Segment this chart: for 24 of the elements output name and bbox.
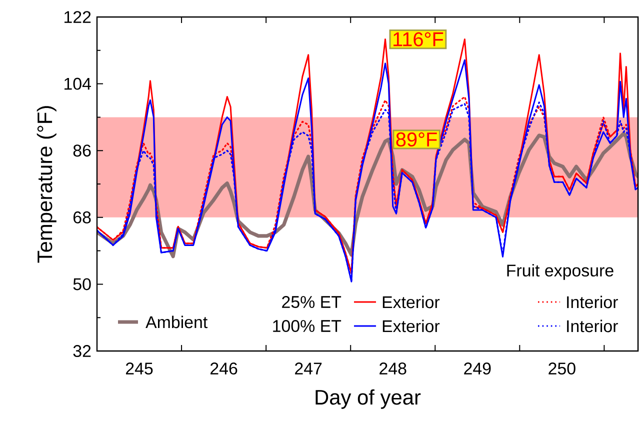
annotation: 25% ET bbox=[282, 296, 342, 308]
annotation: 116°F bbox=[394, 32, 444, 46]
legend-label: Ambient bbox=[146, 316, 208, 328]
y-tick-label: 32 bbox=[73, 345, 91, 357]
annotation: 89°F bbox=[396, 132, 437, 147]
x-tick-label: 249 bbox=[464, 362, 491, 375]
legend-label: Exterior bbox=[382, 296, 440, 308]
x-tick-label: 248 bbox=[380, 362, 406, 375]
y-axis-title: Temperature (°F) bbox=[36, 106, 56, 263]
x-tick-label: 246 bbox=[210, 362, 238, 375]
x-tick-label: 247 bbox=[295, 362, 322, 374]
x-axis-title: Day of year bbox=[316, 389, 421, 409]
legend-label: Exterior bbox=[382, 320, 440, 332]
annotation: 100% ET bbox=[273, 320, 342, 332]
legend-label: Interior bbox=[567, 320, 618, 332]
y-tick-label: 122 bbox=[64, 11, 91, 23]
x-tick-label: 245 bbox=[126, 362, 153, 375]
y-tick-label: 68 bbox=[74, 211, 91, 224]
legend-title: Fruit exposure bbox=[507, 264, 614, 280]
y-tick-label: 50 bbox=[73, 278, 91, 290]
y-tick-label: 104 bbox=[64, 78, 91, 90]
x-tick-label: 250 bbox=[548, 362, 576, 375]
y-tick-label: 86 bbox=[73, 144, 91, 157]
legend-label: Interior bbox=[567, 296, 618, 308]
